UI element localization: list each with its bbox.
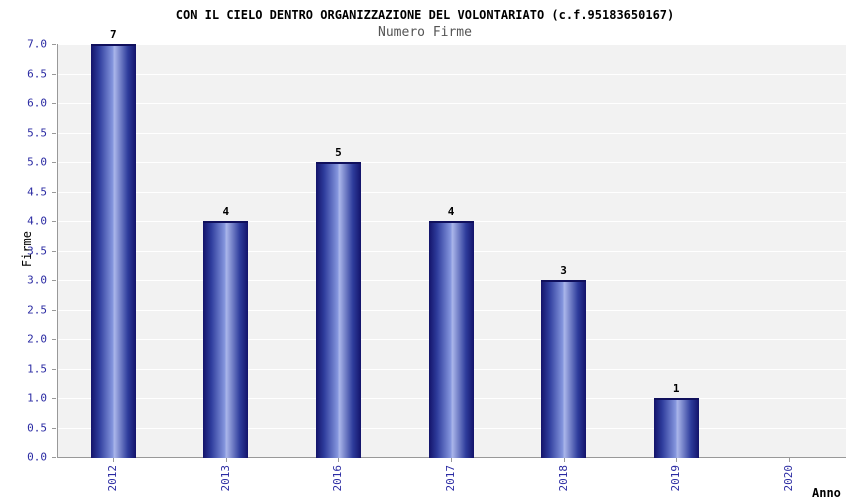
y-tick-mark bbox=[52, 103, 56, 104]
bar-value-label: 4 bbox=[222, 205, 230, 218]
bar bbox=[315, 162, 361, 458]
y-tick-label: 4.5 bbox=[27, 185, 47, 198]
x-tick-mark bbox=[338, 458, 340, 462]
y-tick-mark bbox=[52, 427, 56, 429]
x-tick-mark bbox=[676, 458, 678, 462]
y-tick-mark bbox=[52, 73, 56, 75]
bar bbox=[203, 221, 249, 458]
gridline bbox=[58, 162, 846, 163]
bar bbox=[653, 398, 699, 458]
gridline bbox=[58, 132, 846, 134]
y-tick-mark bbox=[52, 162, 56, 163]
y-tick-label: 1.0 bbox=[27, 391, 47, 405]
x-tick-mark bbox=[113, 458, 115, 462]
x-tick-mark bbox=[451, 458, 452, 462]
y-tick-mark bbox=[52, 368, 56, 370]
x-tick-label: 2020 bbox=[781, 465, 795, 492]
x-tick-label: 2016 bbox=[331, 465, 345, 492]
y-tick-mark bbox=[52, 44, 56, 45]
y-tick-mark bbox=[52, 339, 56, 340]
y-tick-mark bbox=[52, 132, 56, 134]
y-tick-label: 7.0 bbox=[27, 37, 47, 51]
y-tick-label: 0.5 bbox=[27, 421, 47, 434]
bar-value-label: 5 bbox=[335, 146, 342, 159]
chart-title: CON IL CIELO DENTRO ORGANIZZAZIONE DEL V… bbox=[175, 8, 675, 22]
y-tick-label: 2.0 bbox=[27, 332, 47, 346]
x-tick-label: 2013 bbox=[218, 465, 232, 492]
y-tick-label: 3.5 bbox=[27, 244, 47, 257]
y-tick-label: 5.5 bbox=[27, 126, 47, 139]
gridline bbox=[58, 73, 846, 75]
x-tick-mark bbox=[788, 458, 790, 462]
gridline bbox=[58, 44, 846, 45]
x-tick-label: 2018 bbox=[556, 465, 570, 492]
chart-subtitle: Numero Firme bbox=[378, 25, 472, 40]
y-tick-label: 4.0 bbox=[27, 214, 47, 228]
y-tick-label: 2.5 bbox=[27, 303, 47, 316]
bar-value-label: 4 bbox=[447, 205, 455, 218]
bar-value-label: 7 bbox=[109, 28, 117, 41]
x-tick-mark bbox=[225, 458, 227, 462]
x-tick-mark bbox=[563, 458, 565, 462]
y-tick-mark bbox=[52, 250, 56, 252]
y-tick-mark bbox=[52, 309, 56, 311]
x-tick-label: 2012 bbox=[106, 465, 120, 492]
bar-value-label: 3 bbox=[560, 264, 567, 277]
y-tick-label: 1.5 bbox=[27, 362, 47, 375]
x-axis-title: Anno bbox=[812, 486, 841, 500]
y-tick-label: 0.0 bbox=[27, 450, 47, 464]
y-tick-label: 3.0 bbox=[27, 273, 47, 287]
gridline bbox=[58, 191, 846, 193]
y-tick-mark bbox=[52, 221, 56, 222]
y-tick-mark bbox=[52, 191, 56, 193]
y-tick-label: 5.0 bbox=[27, 155, 47, 169]
gridline bbox=[58, 103, 846, 104]
y-tick-label: 6.5 bbox=[27, 67, 47, 80]
y-tick-label: 6.0 bbox=[27, 96, 47, 110]
y-tick-mark bbox=[52, 457, 56, 458]
y-tick-mark bbox=[52, 280, 56, 281]
x-tick-label: 2019 bbox=[669, 465, 683, 492]
x-tick-label: 2017 bbox=[444, 465, 457, 492]
bar bbox=[428, 221, 474, 458]
bar bbox=[90, 44, 136, 458]
y-tick-mark bbox=[52, 398, 56, 399]
bar-value-label: 1 bbox=[672, 382, 680, 395]
bar bbox=[541, 280, 587, 458]
